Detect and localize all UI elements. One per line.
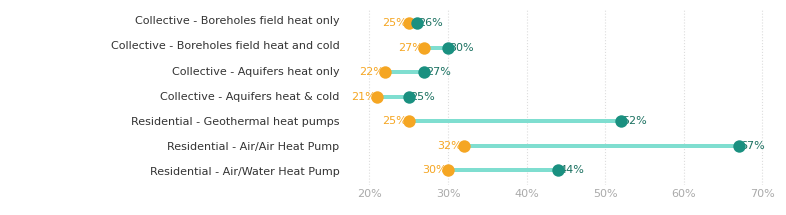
Text: 21%: 21% (351, 92, 376, 102)
Point (457, 144, 470, 147)
Text: Collective - Boreholes field heat and cold: Collective - Boreholes field heat and co… (111, 41, 340, 51)
Point (402, 95, 415, 98)
Point (418, 46, 431, 49)
Point (410, 22, 423, 25)
Bar (464, 144, 739, 148)
Point (615, 120, 627, 123)
Text: 25%: 25% (383, 116, 407, 126)
Point (552, 169, 564, 172)
Point (402, 120, 415, 123)
Text: 26%: 26% (418, 18, 443, 28)
Point (402, 22, 415, 25)
Bar (377, 95, 409, 99)
Point (418, 71, 431, 74)
Text: Collective - Aquifers heat & cold: Collective - Aquifers heat & cold (160, 92, 340, 102)
Text: 30%: 30% (422, 165, 446, 175)
Text: Residential - Air/Water Heat Pump: Residential - Air/Water Heat Pump (150, 167, 340, 177)
Point (733, 144, 745, 147)
Text: Residential - Geothermal heat pumps: Residential - Geothermal heat pumps (131, 117, 340, 127)
Text: Collective - Boreholes field heat only: Collective - Boreholes field heat only (135, 16, 340, 26)
Point (442, 169, 454, 172)
Text: 44%: 44% (560, 165, 585, 175)
Bar (409, 21, 417, 26)
Point (442, 46, 454, 49)
Text: 22%: 22% (358, 67, 384, 77)
Text: 25%: 25% (383, 18, 407, 28)
Text: 67%: 67% (740, 141, 765, 151)
Text: 27%: 27% (426, 67, 451, 77)
Text: 52%: 52% (623, 116, 647, 126)
Bar (448, 168, 558, 172)
Bar (385, 70, 424, 74)
Bar (424, 46, 448, 50)
Text: 32%: 32% (438, 141, 462, 151)
Text: 30%: 30% (450, 43, 474, 53)
Text: 27%: 27% (398, 43, 423, 53)
Point (379, 71, 391, 74)
Text: Collective - Aquifers heat only: Collective - Aquifers heat only (172, 67, 340, 77)
Point (371, 95, 384, 98)
Text: 25%: 25% (410, 92, 435, 102)
Bar (409, 119, 621, 123)
Text: Residential - Air/Air Heat Pump: Residential - Air/Air Heat Pump (167, 142, 340, 152)
